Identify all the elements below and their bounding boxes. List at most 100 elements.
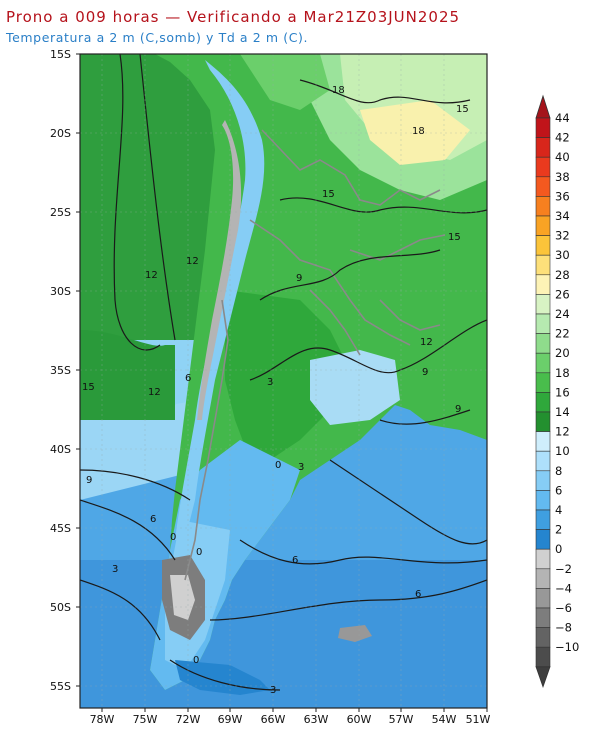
lat-label: 45S	[50, 522, 71, 535]
colorbar-label: 0	[555, 542, 562, 556]
contour-label: 12	[420, 337, 433, 348]
graticule	[80, 54, 487, 708]
contour-label: 3	[112, 564, 118, 575]
colorbar-swatch	[535, 333, 551, 354]
lat-label: 20S	[50, 127, 71, 140]
contour-label: 9	[455, 404, 461, 415]
colorbar-label: 36	[555, 189, 570, 203]
contour-label: 9	[422, 367, 428, 378]
lon-label: 51W	[466, 713, 491, 726]
colorbar-label: 8	[555, 464, 562, 478]
lat-label: 25S	[50, 206, 71, 219]
country-borders	[184, 129, 446, 581]
colorbar-swatch	[535, 254, 551, 276]
colorbar-label: 28	[555, 268, 570, 282]
colorbar-label: −6	[555, 601, 572, 615]
colorbar-label: 40	[555, 150, 570, 164]
latitude-axis: 15S 20S 25S 30S 35S 40S 45S 50S 55S	[50, 48, 71, 693]
colorbar-swatch	[535, 607, 551, 628]
colorbar-swatch	[535, 352, 551, 374]
contour-label: 0	[275, 460, 281, 471]
colorbar-label: −2	[555, 562, 572, 576]
colorbar-swatch	[535, 450, 551, 472]
colorbar-label: 32	[555, 229, 570, 243]
contour-label: 0	[170, 532, 176, 543]
colorbar-min-arrow	[535, 666, 551, 689]
colorbar-label: 38	[555, 170, 570, 184]
contour-label: 12	[148, 387, 161, 398]
colorbar-label: 18	[555, 366, 570, 380]
dewpoint-contours	[80, 54, 487, 691]
contour-label: 6	[150, 514, 156, 525]
colorbar-swatch	[535, 372, 551, 393]
colorbar-swatch	[535, 509, 551, 530]
colorbar-swatch	[535, 156, 551, 178]
colorbar-swatch	[535, 176, 551, 197]
colorbar-label: 22	[555, 327, 570, 341]
colorbar-label: 44	[555, 111, 570, 125]
colorbar-swatch	[535, 490, 551, 511]
colorbar-label: 30	[555, 248, 570, 262]
colorbar-swatch	[535, 137, 551, 158]
map-title: Prono a 009 horas — Verificando a Mar21Z…	[6, 8, 461, 26]
lat-label: 35S	[50, 364, 71, 377]
ocean-far-south	[80, 560, 487, 708]
contour-label: 3	[267, 377, 273, 388]
colorbar-swatch	[535, 274, 551, 295]
contour-label: 3	[298, 462, 304, 473]
contour-label: 9	[86, 475, 92, 486]
colorbar-swatch	[535, 411, 551, 432]
colorbar-swatch	[535, 646, 551, 668]
colorbar-swatch	[535, 470, 551, 491]
lon-label: 60W	[347, 713, 372, 726]
colorbar-swatch	[535, 117, 551, 138]
colorbar-label: 20	[555, 346, 570, 360]
pacific-cool-wedge	[80, 400, 200, 500]
colorbar-swatch	[535, 294, 551, 315]
lat-label: 55S	[50, 680, 71, 693]
colorbar-swatch	[535, 313, 551, 334]
colorbar-swatch	[535, 431, 551, 452]
contour-label: 6	[292, 555, 298, 566]
contour-label: 6	[415, 589, 421, 600]
colorbar-label: 6	[555, 483, 562, 497]
colorbar-label: 10	[555, 444, 570, 458]
colorbar-label: 14	[555, 405, 570, 419]
lat-label: 15S	[50, 48, 71, 61]
longitude-axis: 78W 75W 72W 69W 66W 63W 60W 57W 54W 51W	[90, 713, 491, 726]
lat-label: 40S	[50, 443, 71, 456]
lon-label: 54W	[432, 713, 457, 726]
pampas-cool-zone	[310, 350, 400, 425]
lon-label: 69W	[218, 713, 243, 726]
contour-label: 0	[196, 547, 202, 558]
contour-label: 3	[270, 685, 276, 696]
lon-label: 63W	[304, 713, 329, 726]
colorbar: 4442403836343230282624222018161412108642…	[535, 94, 579, 689]
contour-label: 12	[145, 270, 158, 281]
lon-label: 75W	[133, 713, 158, 726]
colorbar-swatch	[535, 215, 551, 236]
contour-label: 18	[332, 85, 345, 96]
colorbar-label: 16	[555, 385, 570, 399]
contour-label: 15	[448, 232, 461, 243]
latitude-ticks	[76, 53, 80, 687]
map-frame	[79, 53, 488, 709]
contour-labels: 18 18 15 15 15 12 12 12 9 9 9 6 6 6 3 3 …	[82, 85, 469, 696]
colorbar-swatch	[535, 235, 551, 256]
colorbar-label: 12	[555, 425, 570, 439]
lon-label: 72W	[176, 713, 201, 726]
contour-label: 15	[456, 104, 469, 115]
contour-label: 6	[185, 373, 191, 384]
colorbar-label: −10	[555, 640, 579, 654]
contour-label: 18	[412, 126, 425, 137]
lat-label: 30S	[50, 285, 71, 298]
map-subtitle: Temperatura a 2 m (C,somb) y Td a 2 m (C…	[6, 30, 309, 45]
colorbar-label: 24	[555, 307, 570, 321]
colorbar-swatch	[535, 392, 551, 413]
colorbar-swatch	[535, 568, 551, 589]
colorbar-label: −4	[555, 581, 572, 595]
contour-label: 12	[186, 256, 199, 267]
colorbar-label: 34	[555, 209, 570, 223]
colorbar-label: 26	[555, 287, 570, 301]
longitude-ticks	[101, 708, 488, 712]
